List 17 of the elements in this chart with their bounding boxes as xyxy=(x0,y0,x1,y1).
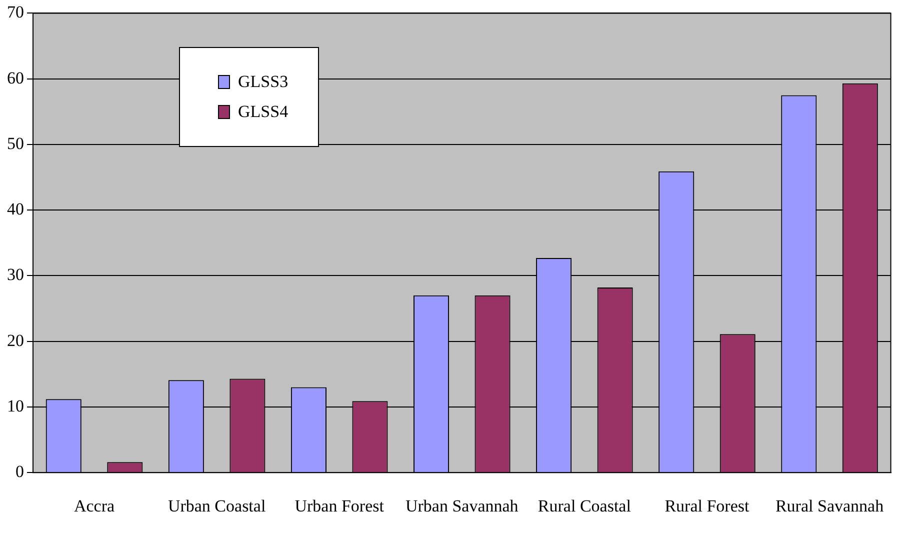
x-tick-label: Accra xyxy=(74,496,116,516)
y-tick-label: 50 xyxy=(7,134,24,153)
x-tick-label: Rural Coastal xyxy=(538,496,632,516)
y-tick-label: 60 xyxy=(7,68,24,88)
x-tick-label: Rural Savannah xyxy=(775,496,884,516)
x-tick-label: Urban Savannah xyxy=(405,496,519,516)
y-tick-label: 30 xyxy=(7,265,24,284)
x-tick-label: Rural Forest xyxy=(664,496,750,516)
y-tick-label: 20 xyxy=(7,330,24,350)
y-tick-label: 40 xyxy=(7,200,24,219)
x-tick-label: Urban Coastal xyxy=(168,496,266,516)
y-tick-label: 70 xyxy=(7,2,24,22)
legend-label: GLSS3 xyxy=(238,72,288,92)
y-tick-label: 0 xyxy=(16,462,24,482)
legend-label: GLSS4 xyxy=(238,102,288,122)
x-tick-label: Urban Forest xyxy=(294,496,384,516)
y-tick-label: 10 xyxy=(7,396,24,416)
